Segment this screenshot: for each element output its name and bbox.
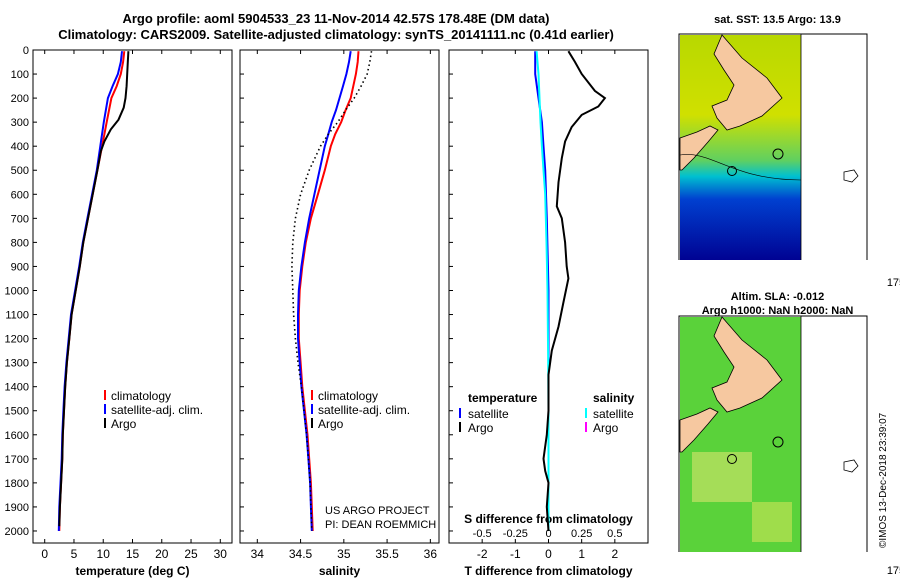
- legend-entry: satellite-adj. clim.: [318, 403, 410, 417]
- x-tick-top-label: -0.5: [473, 528, 492, 540]
- x-tick-top-label: 0: [545, 528, 551, 540]
- legend-title-salinity: salinity: [593, 391, 635, 405]
- legend-entry: Argo: [593, 421, 619, 435]
- x-tick-top-label: 0.5: [607, 528, 622, 540]
- x-tick-label-temperature: 15: [126, 547, 140, 561]
- nz-land-2: [711, 316, 783, 413]
- x-tick-label-difference: -2: [477, 547, 488, 561]
- y-tick-label: 100: [11, 69, 29, 81]
- legend-title-temperature: temperature: [468, 391, 538, 405]
- y-tick-label: 1500: [5, 406, 29, 418]
- y-tick-label: 800: [11, 237, 29, 249]
- map-x-tick-label-bottom: 175: [887, 565, 900, 577]
- y-tick-label: 500: [11, 165, 29, 177]
- sla-field-light: [692, 452, 752, 502]
- argo-position-marker: [772, 148, 784, 160]
- x-tick-label-temperature: 10: [97, 547, 111, 561]
- x-tick-label-salinity: 35: [337, 547, 351, 561]
- y-tick-label: 1200: [5, 334, 29, 346]
- y-tick-label: 400: [11, 141, 29, 153]
- x-tick-label-salinity: 36: [424, 547, 438, 561]
- y-tick-label: 1400: [5, 382, 29, 394]
- map-top-title: sat. SST: 13.5 Argo: 13.9: [714, 14, 841, 26]
- contour-line: [679, 154, 802, 181]
- legend-entry: satellite: [468, 407, 509, 421]
- x-tick-label-salinity: 34: [251, 547, 265, 561]
- y-tick-label: 900: [11, 261, 29, 273]
- y-tick-label: 1600: [5, 430, 29, 442]
- circle-marker-2: [727, 454, 737, 464]
- legend-entry: satellite-adj. clim.: [111, 403, 203, 417]
- y-tick-label: 1300: [5, 358, 29, 370]
- x-tick-label-temperature: 0: [41, 547, 48, 561]
- map-top: [678, 33, 868, 260]
- y-tick-label: 200: [11, 93, 29, 105]
- x-tick-label-difference: 1: [578, 547, 585, 561]
- chatham-island-2: [843, 459, 859, 473]
- y-tick-label: 1000: [5, 285, 29, 297]
- x-axis-label-salinity: salinity: [319, 564, 361, 578]
- y-tick-label: 2000: [5, 526, 29, 538]
- x-tick-label-temperature: 30: [214, 547, 228, 561]
- x-tick-label-difference: 2: [611, 547, 618, 561]
- legend-entry: Argo: [468, 421, 494, 435]
- y-tick-label: 1900: [5, 502, 29, 514]
- annotation-project: US ARGO PROJECT: [325, 505, 430, 517]
- panel-frame-salinity: [239, 49, 440, 544]
- nz-south-land-2: [679, 407, 719, 453]
- y-tick-label: 300: [11, 117, 29, 129]
- figure-title-line2: Climatology: CARS2009. Satellite-adjuste…: [58, 27, 614, 42]
- y-tick-label: 700: [11, 213, 29, 225]
- x-tick-label-temperature: 25: [184, 547, 198, 561]
- figure-title-line1: Argo profile: aoml 5904533_23 11-Nov-201…: [122, 11, 550, 26]
- map-bottom-title-line2: Argo h1000: NaN h2000: NaN: [701, 305, 854, 317]
- series-line-salinity: [291, 51, 373, 532]
- y-tick-label: 1700: [5, 454, 29, 466]
- map-bottom: [678, 315, 868, 552]
- sla-field-light2: [752, 502, 792, 542]
- y-tick-label: 1100: [5, 310, 29, 322]
- legend-entry: satellite: [593, 407, 634, 421]
- series-line-difference: [542, 50, 607, 532]
- x-axis-label-difference: T difference from climatology: [464, 564, 632, 578]
- x-axis-label-temperature: temperature (deg C): [75, 564, 189, 578]
- legend-entry: Argo: [111, 417, 137, 431]
- x-tick-top-label: 0.25: [571, 528, 592, 540]
- imos-timestamp: ©IMOS 13-Dec-2018 23:39:07: [878, 412, 889, 548]
- argo-position-marker-2: [772, 436, 784, 448]
- chatham-island: [843, 169, 859, 183]
- legend-entry: climatology: [318, 389, 378, 403]
- annotation-pi: PI: DEAN ROEMMICH: [325, 519, 436, 531]
- panel-frame-temperature: [32, 49, 233, 544]
- series-line-salinity: [297, 51, 352, 532]
- series-line-temperature: [58, 51, 130, 527]
- x-tick-label-temperature: 5: [71, 547, 78, 561]
- y-tick-label: 0: [23, 45, 29, 57]
- y-tick-label: 600: [11, 189, 29, 201]
- nz-south-land: [679, 125, 719, 171]
- nz-land: [711, 34, 783, 131]
- x-tick-label-temperature: 20: [155, 547, 169, 561]
- y-tick-label: 1800: [5, 478, 29, 490]
- x-tick-label-salinity: 35.5: [375, 547, 399, 561]
- x-tick-label-salinity: 34.5: [289, 547, 313, 561]
- map-x-tick-label-top: 175: [887, 277, 900, 289]
- x-tick-label-difference: -1: [510, 547, 521, 561]
- legend-entry: climatology: [111, 389, 171, 403]
- circle-marker: [727, 166, 737, 176]
- legend-entry: Argo: [318, 417, 344, 431]
- map-bottom-title-line1: Altim. SLA: -0.012: [730, 291, 825, 303]
- x-tick-label-difference: 0: [545, 547, 552, 561]
- x-tick-top-label: -0.25: [503, 528, 528, 540]
